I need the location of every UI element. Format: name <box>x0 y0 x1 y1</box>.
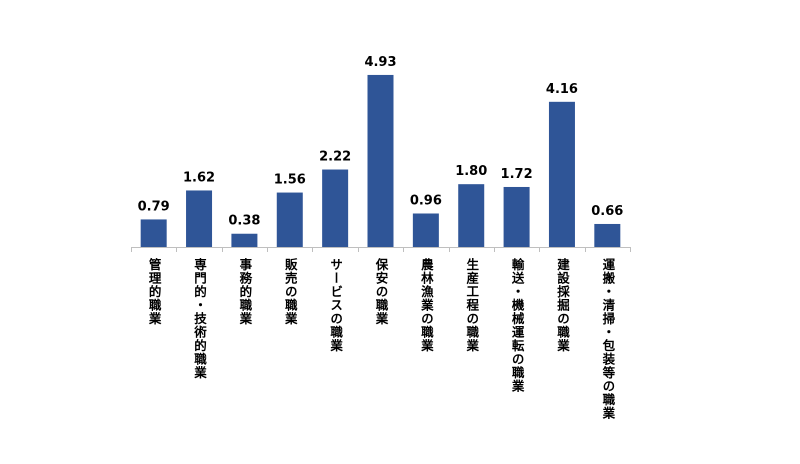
category-label-text: 輸送・機械運転の職業 <box>509 258 525 393</box>
category-label: 保安の職業 <box>358 258 403 326</box>
category-label: 輸送・機械運転の職業 <box>494 258 539 393</box>
bar <box>276 192 303 247</box>
data-label: 0.79 <box>138 199 170 214</box>
category-label-text: 専門的・技術的職業 <box>192 258 208 380</box>
bar <box>503 186 530 247</box>
bar <box>231 233 258 247</box>
data-label: 0.66 <box>591 204 623 219</box>
category-label: 管理的職業 <box>131 258 176 326</box>
bar <box>322 169 349 247</box>
data-label: 1.62 <box>183 170 215 185</box>
category-label: 販売の職業 <box>267 258 312 326</box>
data-label: 1.72 <box>501 167 533 182</box>
bar <box>458 184 485 247</box>
bar <box>412 213 439 247</box>
bar <box>367 74 394 248</box>
category-label: 事務的職業 <box>222 258 267 326</box>
category-label-text: 建設採掘の職業 <box>554 258 570 353</box>
category-label: 運搬・清掃・包装等の職業 <box>585 258 630 420</box>
data-label: 4.93 <box>364 55 396 70</box>
data-label: 4.16 <box>546 82 578 97</box>
category-label: 建設採掘の職業 <box>539 258 584 353</box>
category-label-text: 販売の職業 <box>282 258 298 326</box>
category-label-text: 管理的職業 <box>146 258 162 326</box>
bar <box>594 223 621 247</box>
bar <box>548 101 575 247</box>
category-label-text: 生産工程の職業 <box>464 258 480 353</box>
data-label: 1.56 <box>274 173 306 188</box>
category-label-text: 保安の職業 <box>373 258 389 326</box>
category-label: 農林漁業の職業 <box>403 258 448 353</box>
category-label-text: 事務的職業 <box>237 258 253 326</box>
data-label: 2.22 <box>319 150 351 165</box>
data-label: 0.38 <box>228 214 260 229</box>
bar <box>140 219 167 247</box>
category-label: サービスの職業 <box>313 258 358 353</box>
data-label: 1.80 <box>455 164 487 179</box>
category-label-text: サービスの職業 <box>328 258 344 353</box>
bar <box>186 190 213 247</box>
category-label-text: 運搬・清掃・包装等の職業 <box>600 258 616 420</box>
category-label-text: 農林漁業の職業 <box>418 258 434 353</box>
data-label: 0.96 <box>410 193 442 208</box>
category-label: 専門的・技術的職業 <box>177 258 222 380</box>
category-label: 生産工程の職業 <box>449 258 494 353</box>
